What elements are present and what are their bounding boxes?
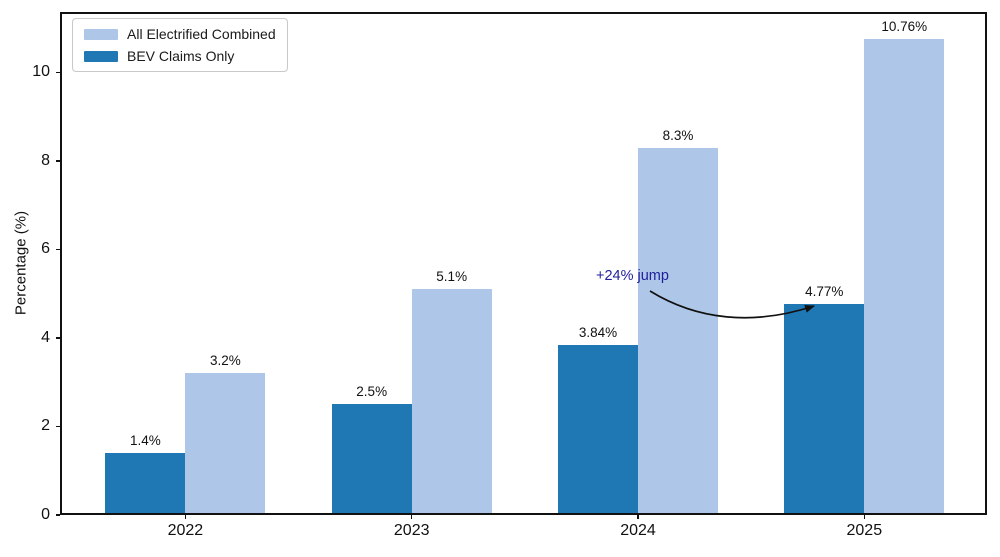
- bar-all-electrified-2024: [638, 147, 718, 515]
- value-label-bev-2023: 2.5%: [356, 384, 388, 400]
- bar-bev-2024: [558, 345, 638, 515]
- x-tick-label-2025: 2025: [846, 522, 883, 539]
- legend-label-all-electrified: All Electrified Combined: [127, 26, 276, 42]
- plot-area: 3.2% 5.1% 8.3% 10.76% 1.4% 2.5% 3.84% 4.77%: [60, 12, 987, 515]
- bar-bev-2022: [105, 453, 186, 515]
- value-label-bev-2025: 4.77%: [805, 283, 844, 299]
- legend-swatch-all-electrified: [84, 28, 118, 40]
- y-tick-mark-4: [56, 337, 60, 339]
- value-label-bev-2024: 3.84%: [578, 325, 618, 341]
- x-tick-label-2022: 2022: [167, 522, 204, 539]
- legend-label-bev-claims: BEV Claims Only: [127, 48, 235, 64]
- x-tick-mark-2024: [637, 515, 639, 519]
- y-tick-mark-6: [56, 248, 60, 251]
- legend: All Electrified Combined BEV Claims Only: [72, 18, 288, 72]
- value-label-all-electrified-2022: 3.2%: [210, 353, 241, 369]
- bar-bev-2023: [331, 404, 412, 515]
- y-tick-mark-8: [56, 160, 60, 162]
- bar-all-electrified-2022: [185, 373, 266, 515]
- y-tick-mark-10: [56, 71, 60, 74]
- bar-all-electrified-2025: [864, 39, 945, 515]
- legend-swatch-bev-claims: [84, 50, 118, 62]
- x-tick-mark-2025: [863, 515, 866, 519]
- value-label-all-electrified-2023: 5.1%: [436, 269, 468, 285]
- annotation-text: +24% jump: [596, 268, 669, 284]
- bar-bev-2025: [784, 303, 865, 515]
- value-label-all-electrified-2024: 8.3%: [662, 127, 694, 143]
- legend-item-bev-claims: BEV Claims Only: [84, 48, 276, 64]
- x-tick-label-2023: 2023: [393, 522, 430, 539]
- value-label-all-electrified-2025: 10.76%: [881, 18, 928, 34]
- y-tick-mark-0: [56, 514, 60, 516]
- y-tick-label-6: 6: [41, 240, 50, 258]
- x-tick-mark-2022: [184, 515, 187, 519]
- bar-all-electrified-2023: [411, 289, 492, 515]
- y-axis-title: Percentage (%): [12, 210, 30, 316]
- y-tick-mark-2: [56, 425, 60, 428]
- y-tick-label-10: 10: [32, 63, 50, 81]
- value-label-bev-2022: 1.4%: [130, 433, 161, 449]
- x-tick-mark-2023: [410, 515, 413, 519]
- x-tick-label-2024: 2024: [620, 522, 656, 539]
- y-tick-label-4: 4: [41, 328, 50, 346]
- y-tick-label-0: 0: [41, 505, 50, 523]
- legend-item-all-electrified: All Electrified Combined: [84, 26, 276, 42]
- y-tick-label-2: 2: [41, 417, 50, 435]
- y-tick-label-8: 8: [41, 151, 50, 169]
